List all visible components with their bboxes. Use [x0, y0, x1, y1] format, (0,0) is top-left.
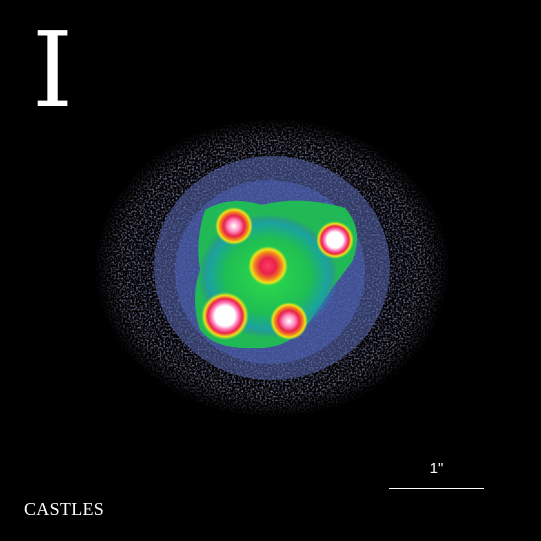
lens-galaxy: [248, 246, 288, 286]
credit-label: CASTLES: [24, 499, 105, 519]
scale-bar-line: [389, 488, 484, 489]
image-d: [270, 302, 308, 340]
scale-bar: 1": [389, 461, 484, 491]
filter-band-label: I: [32, 9, 74, 131]
image-a: [215, 207, 253, 245]
image-c: [201, 292, 249, 340]
image-b: [316, 221, 354, 259]
scale-bar-label: 1": [429, 460, 444, 477]
